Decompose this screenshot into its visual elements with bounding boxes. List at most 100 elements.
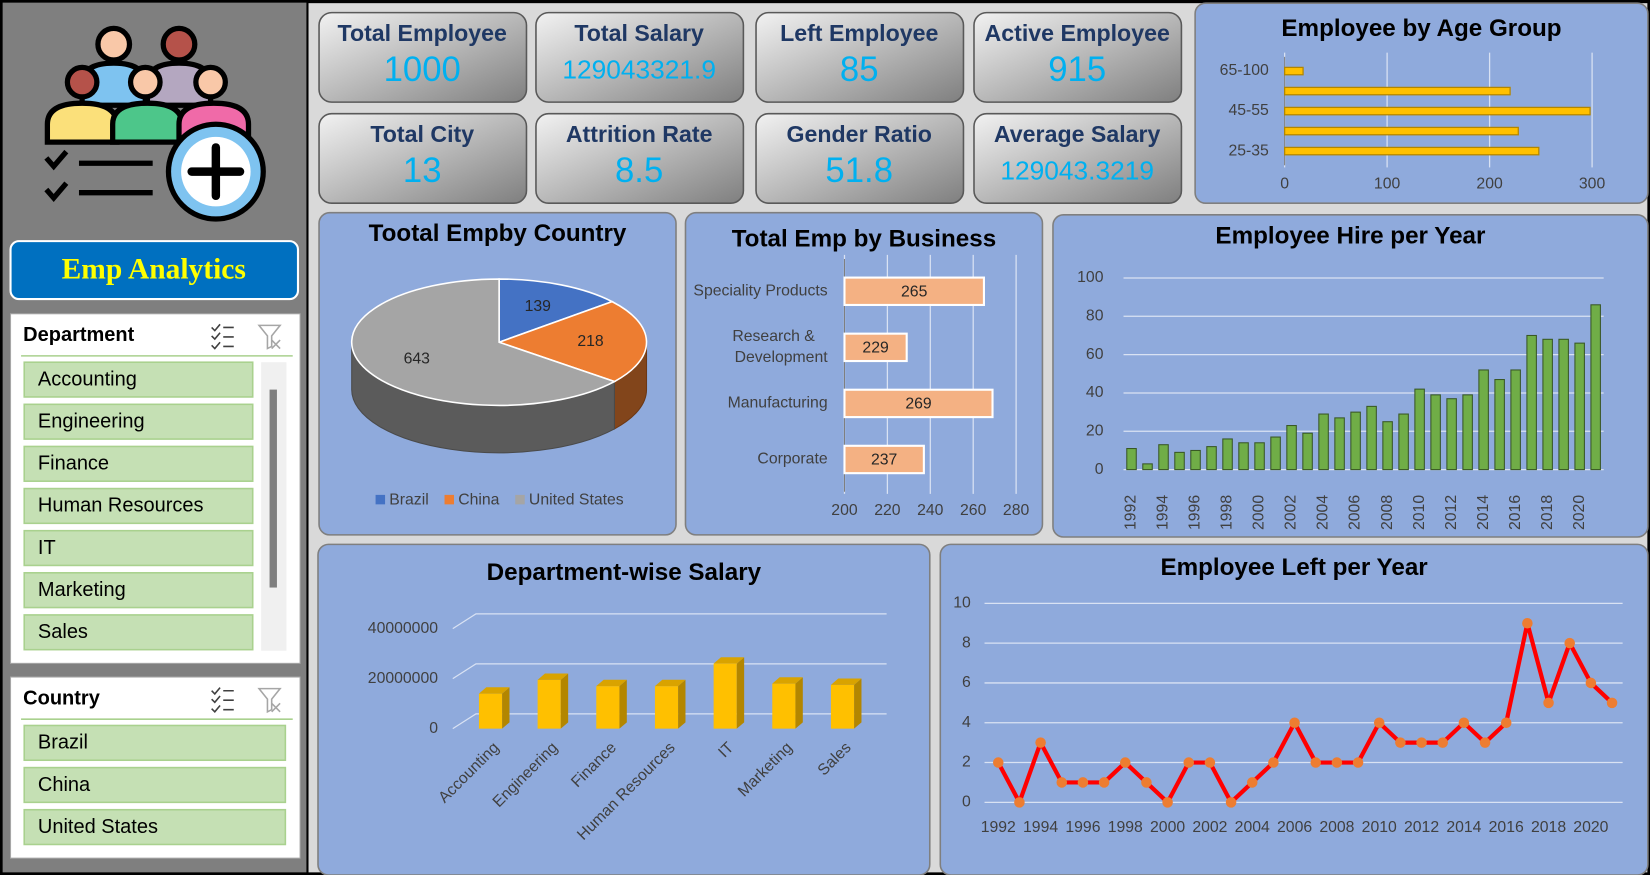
slicer-item[interactable] [23,529,254,567]
chart-title: Employee by Age Group [1281,15,1561,42]
y-tick-label: 60 [1086,346,1104,363]
bar [1238,442,1249,471]
bar [772,683,796,729]
bar [1350,411,1361,471]
y-tick-label: 0 [1095,461,1104,478]
bar [1283,146,1540,156]
kpi-value: 13 [403,152,442,190]
y-tick-label: 80 [1086,307,1104,324]
data-label: 139 [525,298,552,315]
slicer-item-label[interactable]: Engineering [38,411,145,433]
bar-side [619,679,627,729]
pie-slice [350,278,617,407]
slicer-item[interactable] [23,403,254,440]
bar [1318,413,1329,471]
bar-top [596,679,627,687]
x-tick-label: 2000 [1150,819,1185,836]
x-tick-label: 2010 [1411,495,1428,530]
logo [44,25,266,222]
bar [843,444,925,475]
x-tick-label: 300 [1579,175,1606,192]
kpi-card [318,112,528,205]
slicer-item-label[interactable]: China [38,774,91,796]
x-tick-label: 2010 [1362,819,1397,836]
slicer-item-label[interactable]: IT [38,537,56,559]
pie-slice [498,278,615,344]
slicer-item[interactable] [23,766,287,804]
chart-title: Department-wise Salary [487,559,762,586]
bar-top [654,679,686,687]
kpi-value: 129043.3219 [1000,156,1154,186]
kpi-card [535,112,745,205]
multi-select-icon[interactable] [211,323,234,350]
slicer-item-label[interactable]: Marketing [38,579,126,601]
slicer-item-label[interactable]: Sales [38,621,88,643]
slicer-item[interactable] [23,487,254,525]
line-marker [1035,737,1046,748]
y-tick-label: 0 [429,720,438,737]
clear-filter-icon[interactable] [257,324,282,350]
bar [596,686,620,729]
grid-line [452,713,887,730]
multi-select-icon[interactable] [211,687,234,713]
kpi-value: 1000 [384,51,461,89]
y-tick-label: 40000000 [368,620,438,637]
line-marker [1246,777,1258,788]
bar-top [830,678,862,685]
kpi-card [318,11,528,103]
y-tick-label: 20 [1086,422,1104,439]
x-tick-label: 260 [960,502,987,519]
slicer-item-label[interactable]: Accounting [38,368,137,390]
slicer-item-label[interactable]: Finance [38,453,109,475]
kpi-label: Gender Ratio [787,121,932,147]
kpi-value: 51.8 [825,152,893,190]
x-tick-label: 1994 [1155,495,1172,530]
data-label: 643 [404,350,431,367]
slicer-item[interactable] [23,361,254,398]
bar [830,684,855,729]
x-tick-label: 2014 [1475,495,1492,530]
bar [1302,432,1313,471]
bar [1510,369,1521,471]
slicer-item[interactable] [23,614,254,651]
slicer-item-label[interactable]: United States [38,816,158,838]
legend-label: United States [529,491,624,508]
y-tick-label: 0 [962,794,971,811]
slicer-item-label[interactable]: Brazil [38,732,88,754]
chart-title: Employee Hire per Year [1215,222,1486,249]
bar [1446,398,1457,471]
line-marker [1056,777,1068,788]
slicer-item-label[interactable]: Human Resources [38,495,204,517]
bar [1494,379,1505,471]
x-tick-label: 2002 [1192,819,1227,836]
x-tick-label: 2020 [1573,819,1608,836]
line-marker [1204,757,1216,768]
line-marker [1543,697,1554,709]
line-marker [1395,737,1406,748]
line-marker [1437,737,1448,748]
line-marker [1458,717,1470,729]
data-label: 218 [577,333,604,350]
slicer-item[interactable] [23,724,287,762]
line-marker [1077,777,1089,788]
kpi-value: 8.5 [615,152,663,190]
slicer-item[interactable] [23,572,254,609]
slicer-item[interactable] [23,808,287,846]
clear-filter-icon[interactable] [257,687,282,714]
bar [1174,451,1185,471]
line-marker [1352,757,1364,768]
y-tick-label: 10 [953,595,971,612]
line-marker [1141,777,1152,788]
slicer-title: Department [23,324,134,346]
chart-panel [684,211,1044,536]
slicer-item[interactable] [23,445,254,482]
bar [1283,106,1591,116]
line-marker [1564,637,1575,649]
scrollbar-thumb[interactable] [269,389,277,588]
bar-top [537,673,569,680]
line-marker [1098,777,1110,788]
kpi-label: Attrition Rate [566,121,713,147]
bar [1158,444,1169,471]
x-tick-label: 2008 [1319,819,1354,836]
